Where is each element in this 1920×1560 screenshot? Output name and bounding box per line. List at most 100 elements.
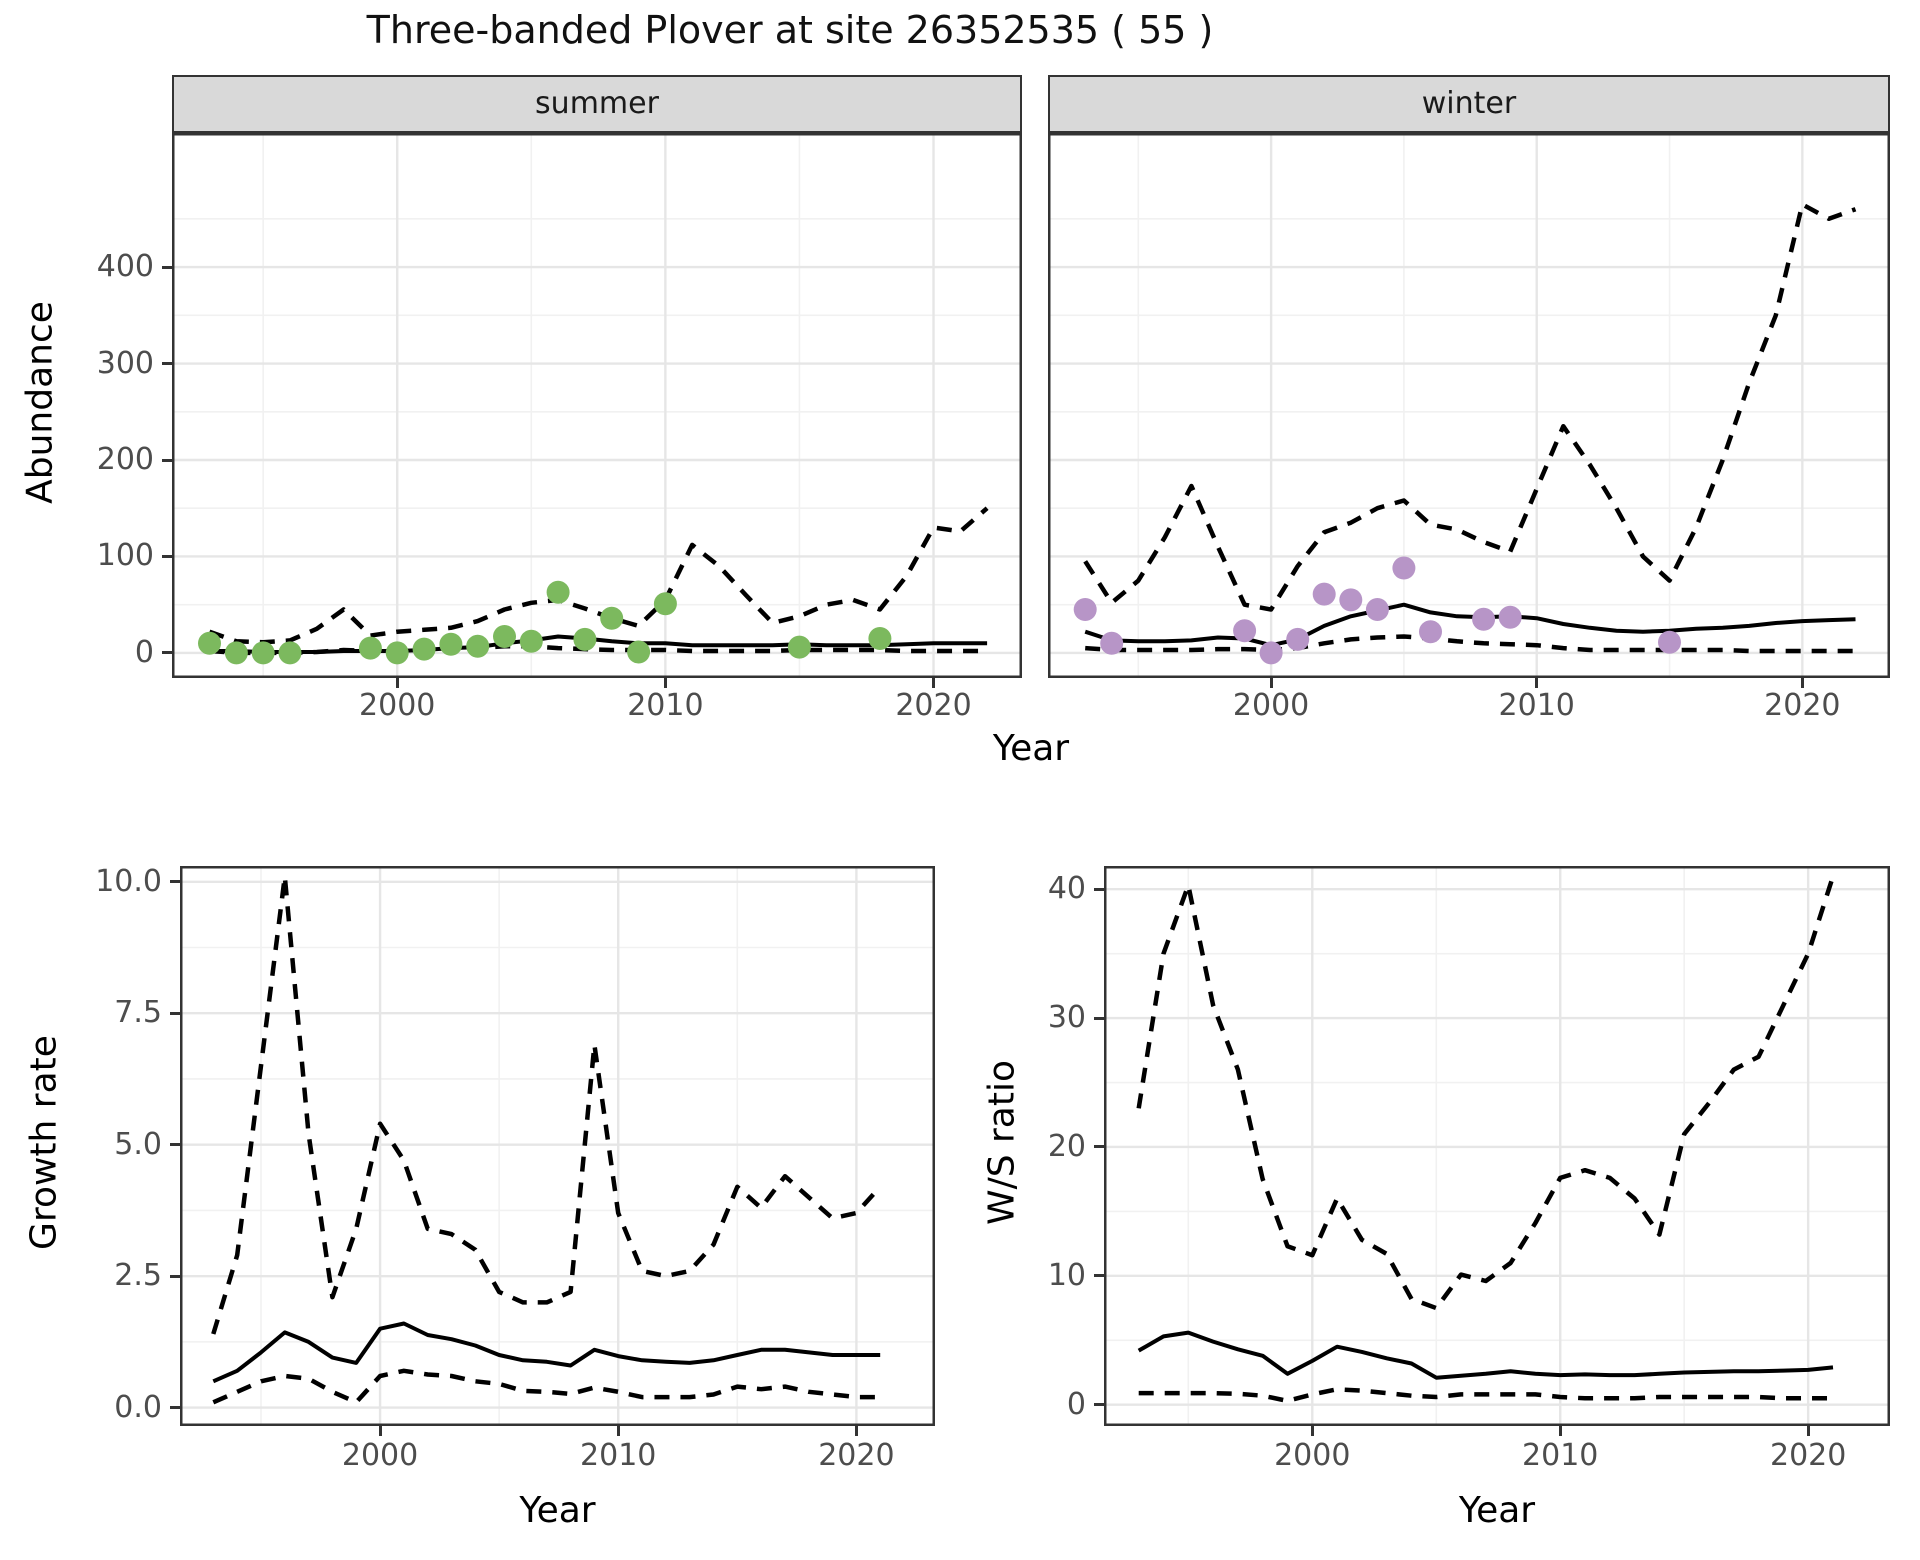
median-line (1084, 602, 1856, 648)
facet-strip-summer-label: summer (535, 86, 659, 121)
data-point (278, 641, 302, 665)
ci_lower-line (212, 1368, 881, 1405)
ci_upper-line (208, 506, 989, 645)
y-tick-mark (1094, 1145, 1104, 1149)
y-tick-label: 40 (1047, 871, 1086, 907)
data-point (627, 640, 651, 664)
data-point (573, 627, 597, 651)
x-tick-mark (1269, 678, 1273, 688)
panel-border (1104, 866, 1890, 1426)
y-tick-mark (1094, 1403, 1104, 1407)
grid-minor (172, 133, 1022, 678)
x-tick-mark (378, 1426, 382, 1436)
data-point (198, 631, 221, 655)
y-tick-mark (170, 1011, 180, 1015)
data-point (439, 632, 463, 656)
data-point (1312, 582, 1336, 606)
x-tick-label: 2010 (1522, 1438, 1599, 1473)
y-tick-label: 10.0 (95, 863, 162, 899)
x-tick-label: 2000 (1232, 688, 1310, 723)
facet-strip-summer: summer (172, 75, 1022, 133)
x-tick-mark (932, 678, 935, 688)
ci_upper-line (1083, 202, 1857, 612)
data-point (1365, 598, 1389, 621)
grid-major (1048, 133, 1890, 678)
ci_lower-line (1138, 1387, 1833, 1404)
data-point (519, 629, 543, 653)
y-tick-label: 300 (96, 345, 154, 381)
y-tick-mark (162, 265, 172, 269)
facet-strip-winter: winter (1048, 75, 1890, 133)
y-tick-label: 20 (1047, 1128, 1086, 1164)
data-point (412, 637, 436, 661)
data-point (868, 627, 892, 650)
grid-minor (1048, 133, 1890, 678)
data-point (653, 592, 677, 616)
y-tick-mark (1094, 1016, 1104, 1020)
x-tick-label: 2020 (1764, 688, 1841, 723)
y-tick-mark (170, 880, 180, 884)
panel-winter (1048, 133, 1890, 678)
y-tick-mark (162, 651, 172, 655)
y-tick-label: 400 (96, 249, 154, 285)
data-point (1233, 619, 1257, 643)
chart-title: Three-banded Plover at site 26352535 ( 5… (366, 8, 1214, 52)
data-point (224, 641, 248, 665)
median-line (212, 1321, 881, 1384)
y-tick-mark (162, 458, 172, 462)
data-point (466, 634, 490, 658)
y-tick-label: 2.5 (114, 1258, 162, 1294)
y-axis-title-growth-rate: Growth rate (23, 1035, 65, 1250)
data-point (1392, 556, 1416, 580)
data-point (358, 636, 382, 660)
data-point (493, 625, 516, 648)
data-point (1498, 605, 1522, 629)
y-tick-mark (170, 1143, 180, 1147)
data-point (787, 635, 811, 659)
x-tick-mark (663, 678, 667, 688)
data-point (1419, 620, 1442, 644)
median-line (209, 634, 988, 654)
panel-growth (180, 866, 935, 1426)
data-point (1658, 630, 1681, 654)
data-point (1073, 598, 1097, 621)
panel-border (180, 866, 935, 1426)
data-point (1286, 627, 1310, 651)
data-point (1472, 607, 1496, 631)
x-tick-label: 2020 (1769, 1438, 1847, 1473)
data-point (1339, 588, 1363, 612)
y-tick-mark (162, 362, 172, 366)
y-tick-label: 10 (1047, 1257, 1086, 1293)
y-tick-label: 0 (134, 634, 154, 670)
data-point (546, 580, 570, 604)
ci_upper-line (1136, 875, 1836, 1311)
median-line (1137, 1330, 1834, 1380)
x-axis-title-year-growth: Year (519, 1490, 596, 1531)
grid-major (1104, 866, 1890, 1426)
grid-minor (180, 866, 935, 1426)
grid-major (180, 866, 935, 1426)
y-tick-mark (170, 1406, 180, 1410)
x-tick-mark (1800, 678, 1804, 688)
observation-points (198, 580, 892, 665)
y-tick-mark (162, 554, 172, 558)
data-point (600, 606, 624, 630)
x-tick-label: 2000 (1274, 1438, 1351, 1473)
y-tick-mark (1094, 887, 1104, 891)
x-tick-label: 2000 (341, 1438, 419, 1473)
x-tick-label: 2020 (895, 688, 972, 723)
data-point (251, 641, 275, 665)
data-point (1100, 631, 1124, 655)
panel-border (1048, 133, 1890, 678)
y-tick-label: 0.0 (114, 1389, 162, 1425)
y-tick-label: 200 (96, 442, 154, 477)
y-tick-label: 30 (1047, 1000, 1086, 1036)
x-tick-mark (1310, 1426, 1314, 1436)
x-tick-mark (1806, 1426, 1810, 1436)
y-tick-mark (170, 1274, 180, 1278)
x-tick-label: 2020 (818, 1438, 895, 1473)
panel-ws (1104, 866, 1890, 1426)
x-tick-mark (1535, 678, 1539, 688)
x-tick-label: 2010 (627, 688, 704, 723)
grid-major (172, 133, 1022, 678)
